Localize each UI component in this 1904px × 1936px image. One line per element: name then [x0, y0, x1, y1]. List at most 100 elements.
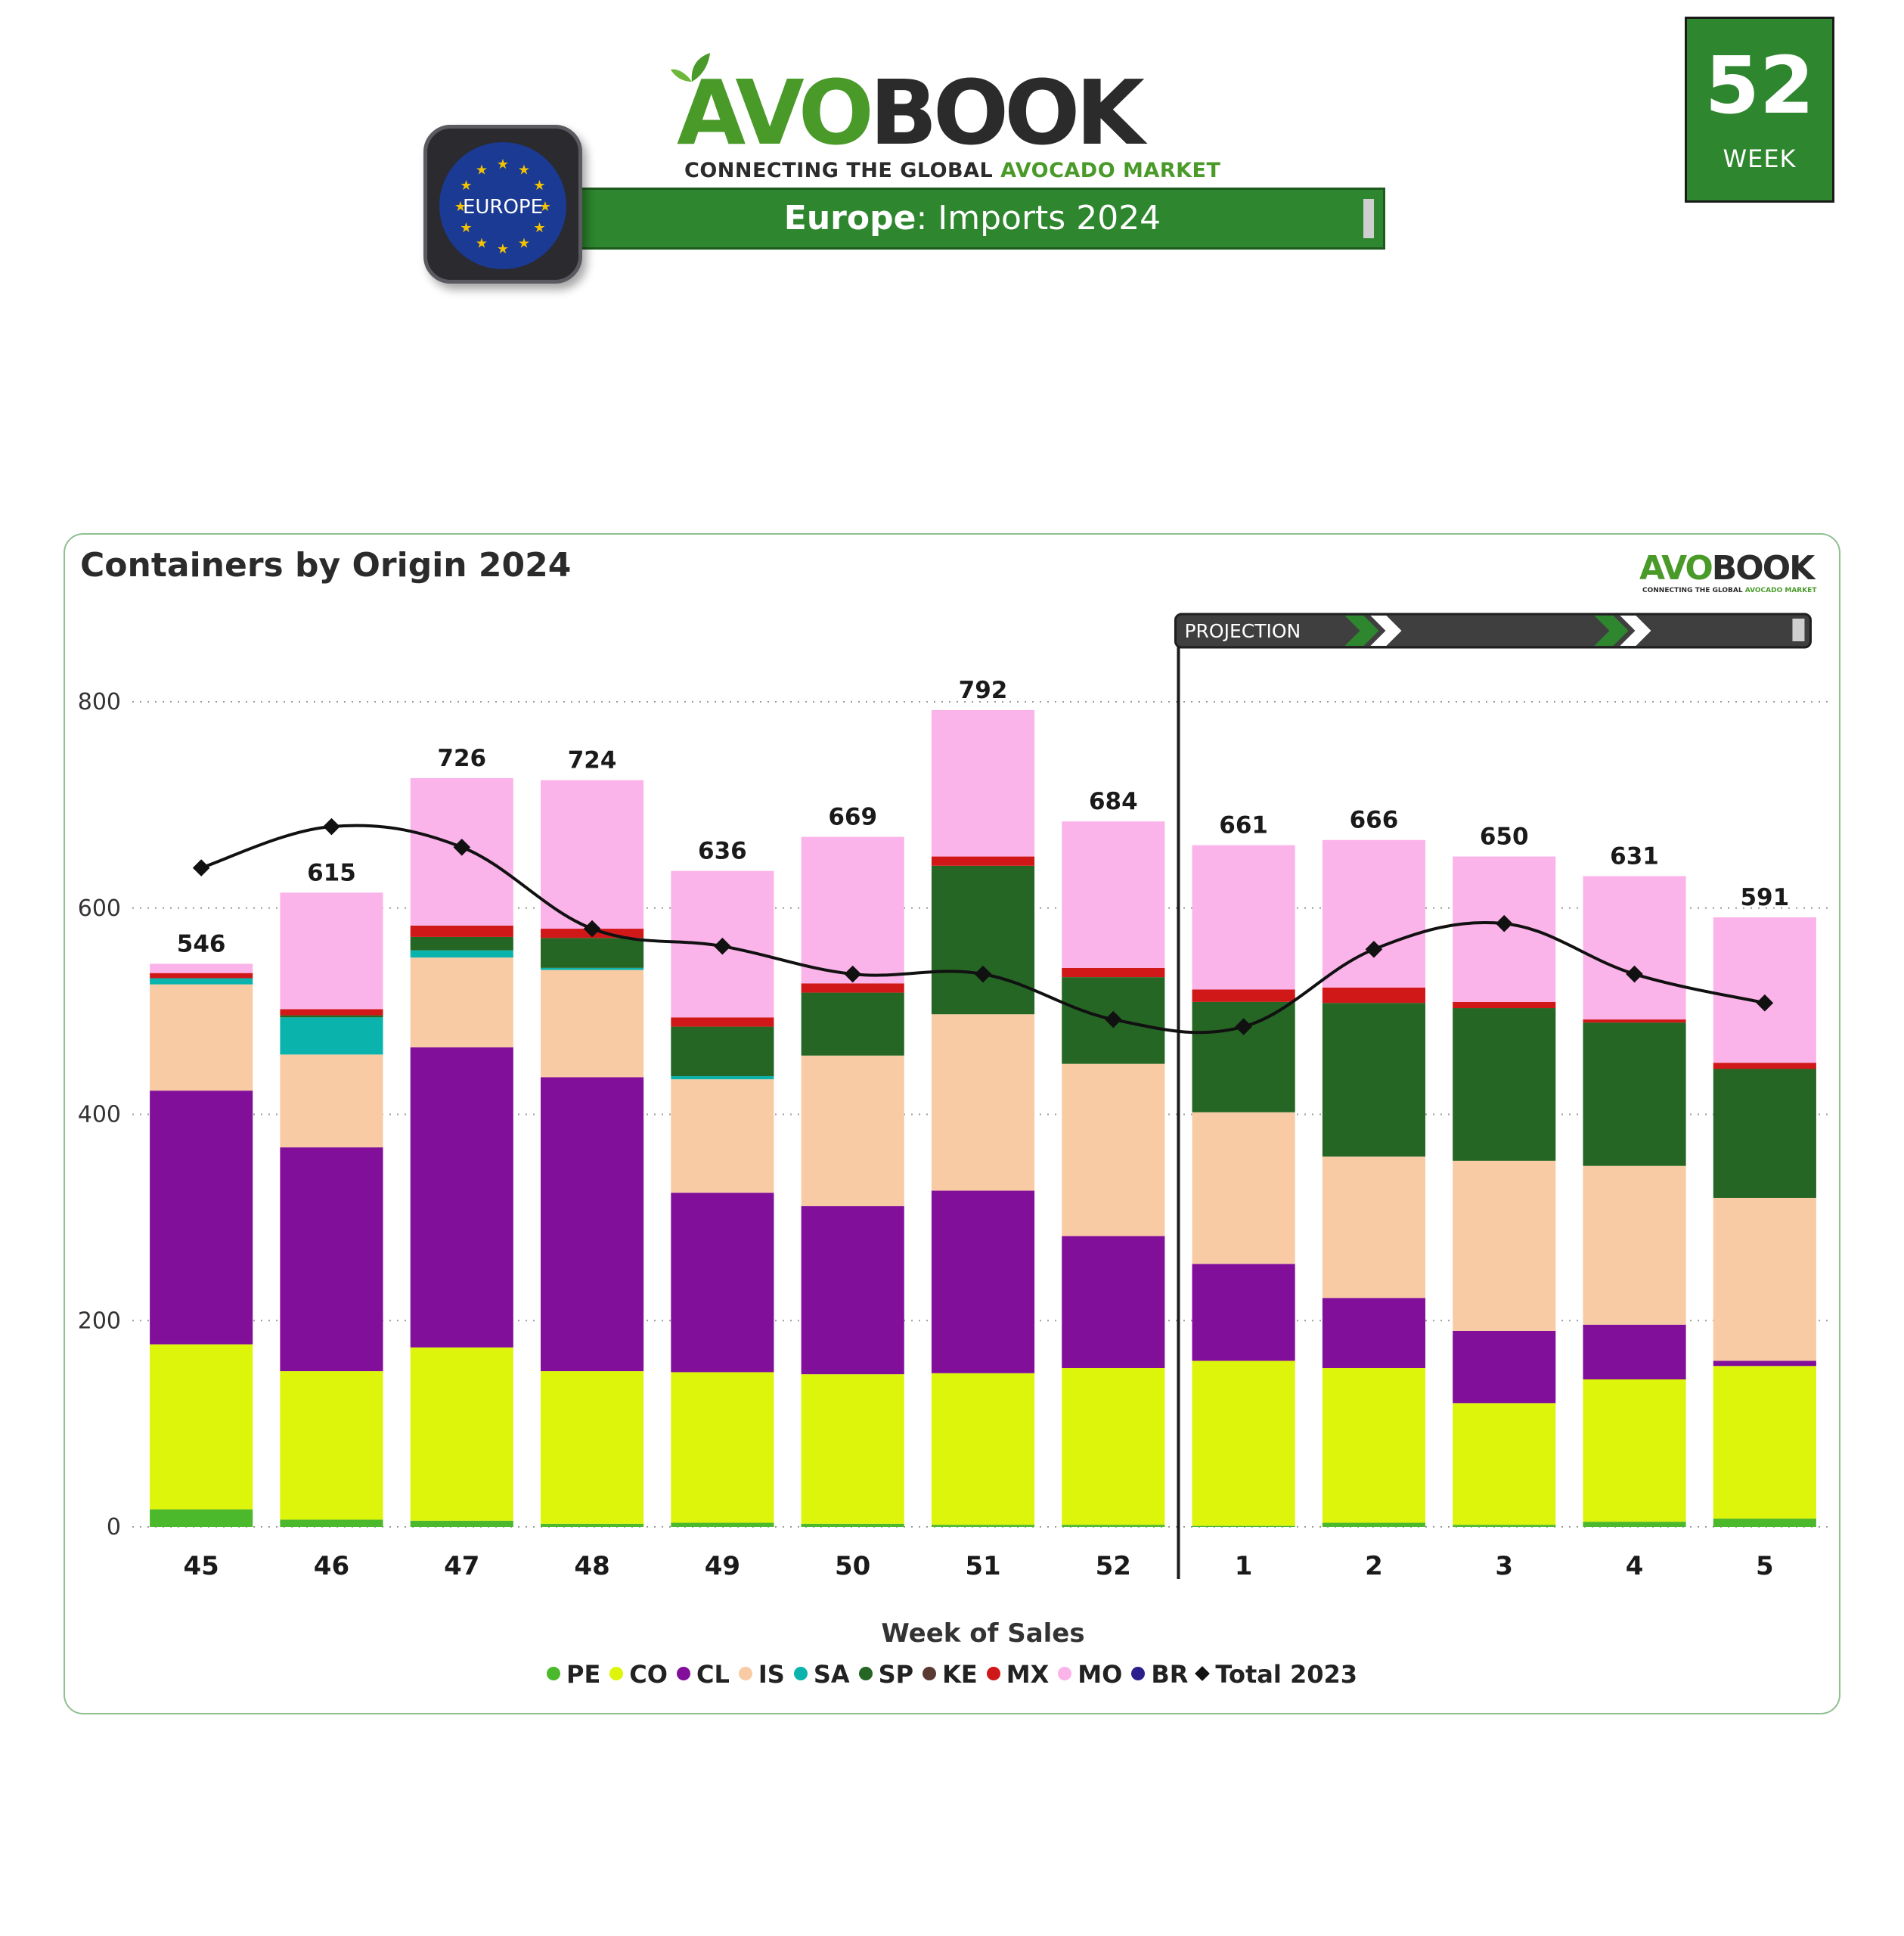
- bar-segment-pe: [150, 1509, 253, 1527]
- legend-item: BR: [1131, 1660, 1188, 1689]
- bar-segment-mx: [801, 983, 904, 993]
- title-scroll-handle: [1363, 199, 1374, 238]
- bar-segment-is: [1583, 1165, 1686, 1325]
- legend-dot-icon: [923, 1667, 937, 1680]
- bar-segment-co: [150, 1344, 253, 1509]
- brand-tagline: CONNECTING THE GLOBAL AVOCADO MARKET: [684, 159, 1221, 182]
- bar-segment-mo: [1583, 876, 1686, 1020]
- eu-flag-icon: ★ ★★★★★★★★★★★ EUROPE: [439, 142, 566, 269]
- bar-total-label: 631: [1610, 842, 1659, 870]
- bar-segment-mx: [671, 1017, 774, 1027]
- mini-avobook-logo: AVOBOOK CONNECTING THE GLOBAL AVOCADO MA…: [1633, 549, 1830, 595]
- bar-segment-mo: [801, 836, 904, 984]
- bar-segment-sp: [931, 865, 1035, 1015]
- total-2023-marker: [1104, 1010, 1122, 1028]
- total-2023-marker: [453, 838, 471, 856]
- bar-segment-is: [541, 970, 644, 1078]
- bar-segment-pe: [541, 1523, 644, 1527]
- bar-segment-mx: [931, 856, 1035, 866]
- eu-star-icon: ★: [454, 199, 467, 215]
- title-region: Europe: [783, 199, 916, 237]
- y-tick-label: 0: [107, 1514, 121, 1540]
- bar-segment-pe: [1322, 1522, 1425, 1527]
- bar-segment-pe: [1192, 1525, 1295, 1527]
- bar-segment-mo: [1713, 917, 1816, 1063]
- x-tick-label: 3: [1495, 1551, 1513, 1581]
- eu-star-icon: ★: [518, 235, 530, 251]
- bar-segment-sp: [1713, 1069, 1816, 1198]
- y-tick-label: 400: [78, 1102, 121, 1128]
- bar-segment-is: [1322, 1156, 1425, 1298]
- bar-segment-sp: [1322, 1003, 1425, 1157]
- chart-legend: PE CO CL IS SA SP KE MX MO BR Total 2023: [0, 1660, 1904, 1689]
- eu-star-icon: ★: [533, 178, 545, 194]
- bar-segment-sa: [410, 950, 513, 958]
- legend-dot-icon: [676, 1667, 690, 1680]
- bar-segment-is: [280, 1054, 383, 1148]
- projection-scroll-handle: [1792, 619, 1805, 641]
- x-tick-label: 51: [965, 1551, 1000, 1581]
- bar-segment-co: [410, 1347, 513, 1521]
- total-2023-marker: [844, 965, 862, 983]
- legend-label: IS: [758, 1660, 785, 1689]
- eu-star-icon: ★: [539, 199, 551, 215]
- bar-segment-sp: [410, 936, 513, 951]
- bar-total-label: 684: [1089, 788, 1138, 815]
- legend-item: SP: [858, 1660, 913, 1689]
- bar-segment-sa: [671, 1076, 774, 1080]
- legend-dot-icon: [793, 1667, 808, 1680]
- bar-segment-cl: [1322, 1298, 1425, 1368]
- bar-segment-mo: [280, 892, 383, 1010]
- bar-segment-pe: [280, 1519, 383, 1527]
- bar-segment-cl: [150, 1091, 253, 1345]
- eu-star-icon: ★: [533, 220, 545, 236]
- legend-dot-icon: [986, 1667, 1000, 1680]
- eu-star-icon: ★: [518, 163, 530, 178]
- chart-title: Containers by Origin 2024: [80, 546, 572, 585]
- bar-segment-is: [410, 957, 513, 1047]
- projection-label: PROJECTION: [1184, 620, 1301, 642]
- eu-star-icon: ★: [460, 220, 472, 236]
- bar-segment-co: [931, 1373, 1035, 1525]
- legend-label: CL: [696, 1660, 730, 1689]
- projection-banner: [1174, 613, 1812, 649]
- avobook-logo: AVOBOOK CONNECTING THE GLOBAL AVOCADO MA…: [669, 45, 1244, 189]
- bar-total-label: 724: [568, 747, 617, 774]
- eu-star-icon: ★: [497, 157, 509, 172]
- legend-dot-icon: [1058, 1667, 1072, 1680]
- bar-segment-is: [1713, 1197, 1816, 1361]
- mini-brand-wordmark: AVOBOOK: [1639, 549, 1815, 588]
- chevron-white-icon: [1620, 616, 1651, 646]
- region-badge-label: EUROPE: [463, 196, 543, 219]
- page-title-bar: Europe: Imports 2024: [560, 188, 1385, 250]
- total-2023-marker: [1365, 940, 1383, 958]
- bar-segment-co: [541, 1371, 644, 1524]
- bar-segment-sp: [1583, 1022, 1686, 1166]
- legend-item: MO: [1058, 1660, 1122, 1689]
- legend-label: SA: [813, 1660, 850, 1689]
- legend-label: CO: [629, 1660, 668, 1689]
- bar-segment-mx: [1322, 987, 1425, 1004]
- bar-segment-cl: [280, 1147, 383, 1372]
- bar-total-label: 666: [1350, 807, 1399, 834]
- legend-label: Total 2023: [1215, 1660, 1357, 1689]
- bar-segment-mx: [1713, 1063, 1816, 1069]
- leaf-icon: [671, 53, 710, 82]
- eu-star-icon: ★: [497, 241, 509, 257]
- legend-label: PE: [566, 1660, 601, 1689]
- bar-segment-pe: [1583, 1522, 1686, 1527]
- bar-segment-cl: [931, 1190, 1035, 1373]
- bar-segment-pe: [1062, 1525, 1165, 1527]
- legend-diamond-icon: [1195, 1666, 1211, 1681]
- bar-segment-cl: [541, 1077, 644, 1372]
- bar-segment-is: [150, 984, 253, 1091]
- legend-item: CL: [676, 1660, 730, 1689]
- total-2023-marker: [323, 818, 340, 836]
- bar-segment-pe: [410, 1520, 513, 1527]
- mini-brand-tagline: CONNECTING THE GLOBAL AVOCADO MARKET: [1642, 587, 1817, 594]
- legend-dot-icon: [858, 1667, 873, 1680]
- bar-segment-cl: [1062, 1236, 1165, 1368]
- bar-total-label: 546: [177, 930, 226, 957]
- bar-segment-cl: [1192, 1264, 1295, 1361]
- legend-item: MX: [986, 1660, 1049, 1689]
